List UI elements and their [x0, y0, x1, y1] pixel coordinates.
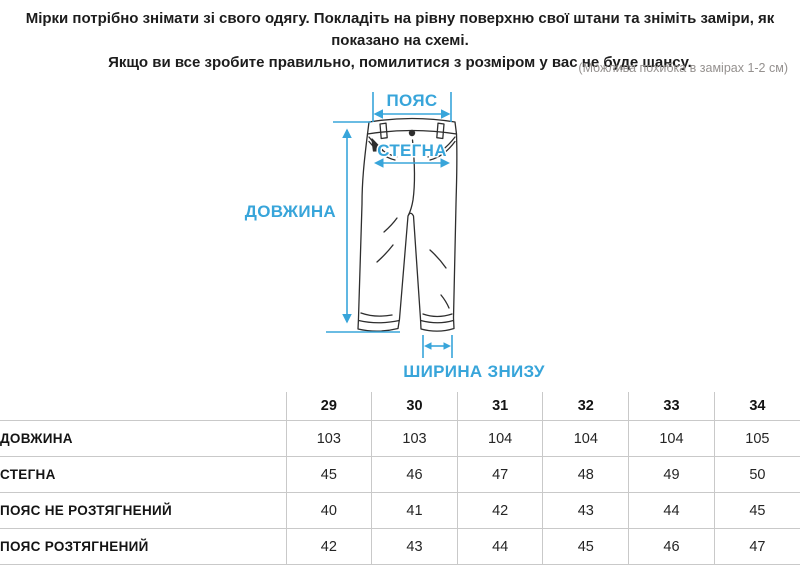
intro-line-1: Мірки потрібно знімати зі свого одягу. П…	[25, 10, 775, 49]
size-value-cell: 49	[628, 456, 715, 493]
size-header-row: 29 30 31 32 33 34	[0, 392, 800, 421]
size-value-cell: 45	[542, 528, 629, 565]
pants-body-outline	[357, 133, 458, 332]
bottom-width-arrowhead-right	[443, 342, 451, 350]
pants-button	[408, 129, 416, 137]
size-value-cell: 44	[628, 492, 715, 529]
table-row-length: ДОВЖИНА 103 103 104 104 104 105	[0, 420, 800, 457]
intro-line-2: Якщо ви все зробите правильно, помилитис…	[108, 54, 692, 71]
size-column-header: 30	[371, 392, 458, 421]
size-value-cell: 47	[456, 456, 543, 493]
length-arrowhead-up	[342, 128, 352, 138]
pocket-right-inner	[429, 140, 456, 161]
belt-loop-left	[379, 122, 388, 140]
row-label: ДОВЖИНА	[0, 420, 286, 457]
size-value-cell: 103	[285, 420, 372, 457]
length-label: ДОВЖИНА	[245, 202, 336, 221]
size-column-header: 33	[628, 392, 715, 421]
pocket-left-inner	[368, 140, 396, 161]
size-value-cell: 43	[371, 528, 458, 565]
waist-label: ПОЯС	[387, 91, 438, 110]
coin-pocket	[371, 138, 384, 152]
size-value-cell: 42	[456, 492, 543, 529]
size-table-corner	[0, 392, 286, 421]
table-row-waist-unstretched: ПОЯС НЕ РОЗТЯГНЕНИЙ 40 41 42 43 44 45	[0, 492, 800, 529]
size-value-cell: 104	[542, 420, 629, 457]
size-value-cell: 48	[542, 456, 629, 493]
wrinkle-1	[376, 244, 394, 263]
size-value-cell: 43	[542, 492, 629, 529]
row-label: ПОЯС НЕ РОЗТЯГНЕНИЙ	[0, 492, 286, 529]
table-row-waist-stretched: ПОЯС РОЗТЯГНЕНИЙ 42 43 44 45 46 47	[0, 528, 800, 565]
diagram-labels: ПОЯС СТЕГНА ДОВЖИНА ШИРИНА ЗНИЗУ	[243, 90, 546, 383]
size-value-cell: 41	[371, 492, 458, 529]
wrinkle-6	[422, 313, 453, 318]
wrinkle-4	[440, 294, 450, 309]
hips-arrowhead-right	[440, 158, 450, 168]
size-value-cell: 105	[713, 420, 800, 457]
size-value-cell: 45	[713, 492, 800, 529]
size-value-cell: 40	[285, 492, 372, 529]
cuff-line-right	[420, 319, 454, 324]
size-column-header: 31	[456, 392, 543, 421]
row-label: СТЕГНА	[0, 456, 286, 493]
measurement-overlay	[326, 92, 453, 358]
size-column-header: 32	[542, 392, 629, 421]
size-value-cell: 42	[285, 528, 372, 565]
hips-arrowhead-left	[374, 158, 384, 168]
pocket-right-outer	[427, 136, 456, 158]
wrinkle-2	[429, 249, 447, 269]
size-value-cell: 47	[713, 528, 800, 565]
waist-arrowhead-right	[441, 109, 451, 119]
waist-extent-bars	[372, 92, 452, 122]
size-value-cell: 45	[285, 456, 372, 493]
pants-measurement-diagram: ПОЯС СТЕГНА ДОВЖИНА ШИРИНА ЗНИЗУ	[243, 90, 546, 383]
wrinkle-5	[360, 312, 393, 317]
cuff-line-left	[358, 319, 400, 324]
waist-arrowhead-left	[373, 109, 383, 119]
size-column-header: 34	[713, 392, 800, 421]
fly-seam	[407, 139, 416, 216]
size-value-cell: 104	[456, 420, 543, 457]
size-table: 29 30 31 32 33 34 ДОВЖИНА 103 103 104 10…	[0, 392, 800, 565]
size-value-cell: 44	[456, 528, 543, 565]
pants-drawing	[357, 117, 458, 332]
row-label: ПОЯС РОЗТЯГНЕНИЙ	[0, 528, 286, 565]
size-column-header: 29	[285, 392, 372, 421]
size-value-cell: 104	[628, 420, 715, 457]
size-value-cell: 103	[371, 420, 458, 457]
size-value-cell: 50	[713, 456, 800, 493]
size-value-cell: 46	[628, 528, 715, 565]
bottom-width-extent-bars	[422, 335, 453, 358]
bottom-width-label: ШИРИНА ЗНИЗУ	[403, 362, 545, 381]
tolerance-note: (Можлива похибка в замірах 1-2 см)	[578, 61, 788, 75]
arrowheads	[342, 109, 451, 350]
bottom-width-arrowhead-left	[424, 342, 432, 350]
table-row-hips: СТЕГНА 45 46 47 48 49 50	[0, 456, 800, 493]
belt-loop-right	[436, 122, 445, 140]
size-value-cell: 46	[371, 456, 458, 493]
wrinkle-3	[383, 217, 398, 233]
length-arrowhead-down	[342, 314, 352, 324]
hips-label: СТЕГНА	[377, 141, 447, 160]
intro-text: Мірки потрібно знімати зі свого одягу. П…	[0, 8, 800, 74]
